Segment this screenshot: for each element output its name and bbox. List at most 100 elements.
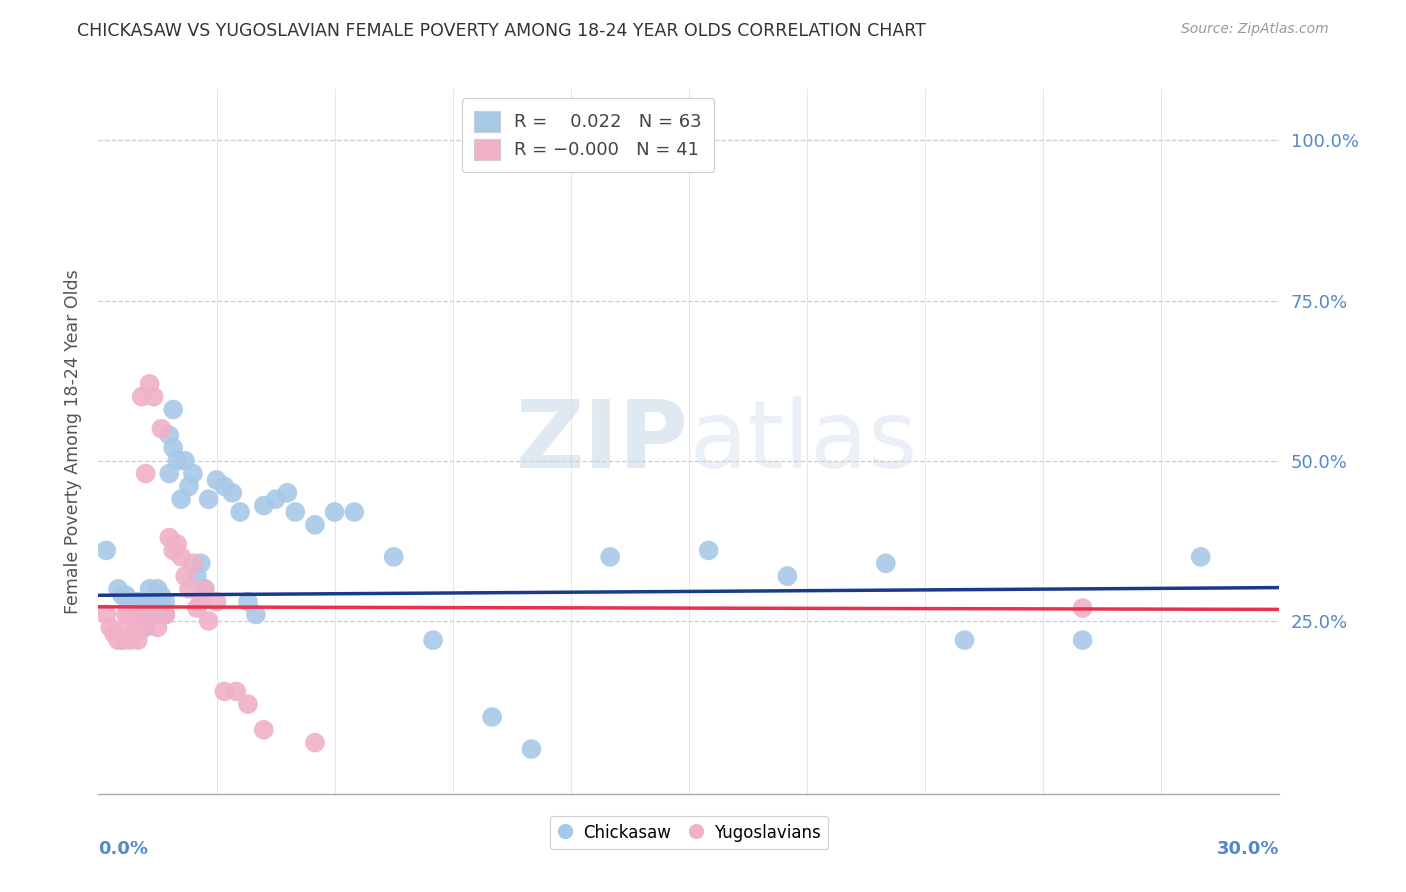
Point — [276, 485, 298, 500]
Point — [150, 422, 173, 436]
Point — [103, 626, 125, 640]
Point — [138, 595, 160, 609]
Point — [115, 620, 138, 634]
Point — [323, 505, 346, 519]
Point — [118, 607, 141, 622]
Point — [107, 633, 129, 648]
Point — [236, 595, 259, 609]
Point — [138, 607, 160, 622]
Point — [174, 454, 197, 468]
Point — [146, 620, 169, 634]
Point — [122, 601, 145, 615]
Point — [166, 537, 188, 551]
Point — [225, 684, 247, 698]
Point — [146, 582, 169, 596]
Point — [174, 569, 197, 583]
Point — [197, 614, 219, 628]
Point — [135, 607, 157, 622]
Text: 30.0%: 30.0% — [1218, 839, 1279, 858]
Point — [197, 492, 219, 507]
Point — [214, 479, 236, 493]
Point — [155, 595, 177, 609]
Point — [177, 479, 200, 493]
Point — [520, 742, 543, 756]
Point — [166, 454, 188, 468]
Point — [162, 402, 184, 417]
Point — [150, 595, 173, 609]
Point — [177, 582, 200, 596]
Point — [162, 441, 184, 455]
Point — [118, 607, 141, 622]
Text: Source: ZipAtlas.com: Source: ZipAtlas.com — [1181, 22, 1329, 37]
Point — [875, 556, 897, 570]
Point — [131, 620, 153, 634]
Point — [221, 485, 243, 500]
Point — [127, 633, 149, 648]
Text: atlas: atlas — [689, 395, 917, 488]
Point — [697, 543, 720, 558]
Point — [96, 607, 118, 622]
Point — [138, 376, 160, 391]
Point — [162, 543, 184, 558]
Point — [135, 467, 157, 481]
Point — [150, 588, 173, 602]
Point — [122, 626, 145, 640]
Point — [245, 607, 267, 622]
Point — [131, 607, 153, 622]
Point — [304, 736, 326, 750]
Point — [157, 467, 180, 481]
Point — [107, 582, 129, 596]
Point — [122, 607, 145, 622]
Y-axis label: Female Poverty Among 18-24 Year Olds: Female Poverty Among 18-24 Year Olds — [63, 269, 82, 614]
Point — [481, 710, 503, 724]
Point — [138, 607, 160, 622]
Point — [186, 569, 208, 583]
Text: ZIP: ZIP — [516, 395, 689, 488]
Point — [115, 607, 138, 622]
Point — [214, 684, 236, 698]
Point — [190, 556, 212, 570]
Point — [127, 595, 149, 609]
Point — [284, 505, 307, 519]
Point — [1071, 633, 1094, 648]
Point — [205, 595, 228, 609]
Point — [422, 633, 444, 648]
Point — [229, 505, 252, 519]
Point — [98, 620, 121, 634]
Point — [194, 582, 217, 596]
Point — [118, 633, 141, 648]
Text: 0.0%: 0.0% — [98, 839, 149, 858]
Point — [264, 492, 287, 507]
Point — [253, 499, 276, 513]
Point — [155, 607, 177, 622]
Point — [205, 473, 228, 487]
Point — [115, 588, 138, 602]
Point — [170, 492, 193, 507]
Point — [194, 582, 217, 596]
Point — [157, 428, 180, 442]
Point — [111, 633, 134, 648]
Point — [142, 390, 165, 404]
Point — [1189, 549, 1212, 564]
Point — [131, 595, 153, 609]
Point — [96, 543, 118, 558]
Point — [253, 723, 276, 737]
Point — [1071, 601, 1094, 615]
Point — [304, 517, 326, 532]
Point — [155, 607, 177, 622]
Point — [142, 607, 165, 622]
Point — [236, 697, 259, 711]
Point — [135, 620, 157, 634]
Point — [181, 556, 204, 570]
Point — [146, 607, 169, 622]
Point — [118, 595, 141, 609]
Point — [190, 595, 212, 609]
Point — [127, 620, 149, 634]
Point — [343, 505, 366, 519]
Point — [111, 633, 134, 648]
Point — [146, 595, 169, 609]
Point — [382, 549, 405, 564]
Point — [138, 582, 160, 596]
Point — [186, 601, 208, 615]
Point — [776, 569, 799, 583]
